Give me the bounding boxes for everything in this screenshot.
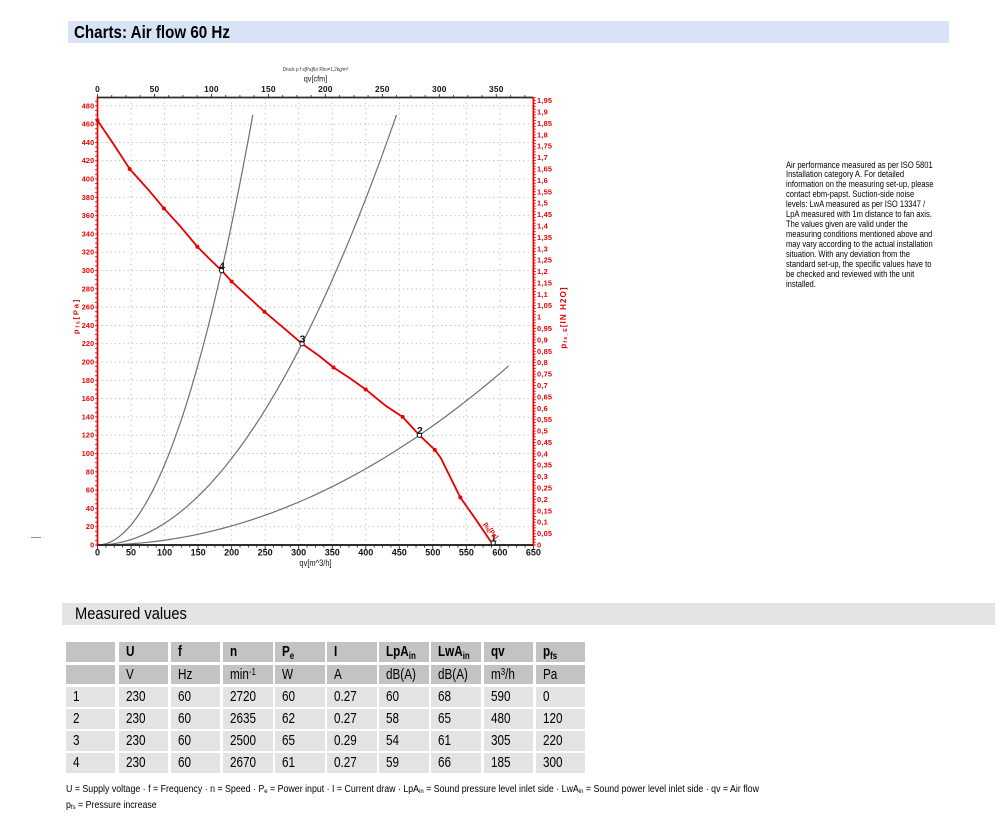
svg-text:1,85: 1,85 <box>537 119 552 128</box>
svg-text:1,05: 1,05 <box>537 301 552 310</box>
svg-text:0: 0 <box>95 84 100 94</box>
svg-text:0,8: 0,8 <box>537 358 548 367</box>
svg-text:2: 2 <box>417 426 423 437</box>
svg-text:0,85: 0,85 <box>537 347 552 356</box>
svg-text:1,15: 1,15 <box>537 278 552 287</box>
svg-text:0,55: 0,55 <box>537 415 552 424</box>
svg-text:40: 40 <box>86 504 94 513</box>
svg-text:1,55: 1,55 <box>537 187 552 196</box>
svg-text:50: 50 <box>126 547 136 557</box>
svg-text:300: 300 <box>82 266 95 275</box>
svg-text:150: 150 <box>191 547 206 557</box>
svg-text:1,6: 1,6 <box>537 176 548 185</box>
svg-text:Druck p f s[Pa]für Rho=1,2kg/m: Druck p f s[Pa]für Rho=1,2kg/m³ <box>283 67 349 73</box>
svg-text:140: 140 <box>82 412 95 421</box>
svg-text:qv[m^3/h]: qv[m^3/h] <box>299 558 331 568</box>
svg-text:0,95: 0,95 <box>537 324 552 333</box>
svg-text:400: 400 <box>82 175 95 184</box>
svg-text:340: 340 <box>82 229 95 238</box>
svg-text:200: 200 <box>224 547 239 557</box>
svg-text:1,75: 1,75 <box>537 142 552 151</box>
svg-text:450: 450 <box>392 547 407 557</box>
svg-text:1,9: 1,9 <box>537 108 548 117</box>
svg-text:1,25: 1,25 <box>537 256 552 265</box>
svg-text:180: 180 <box>82 376 95 385</box>
svg-text:0,2: 0,2 <box>537 495 548 504</box>
svg-text:1,95: 1,95 <box>537 96 552 105</box>
svg-text:qv[cfm]: qv[cfm] <box>304 74 328 84</box>
svg-text:250: 250 <box>258 547 273 557</box>
svg-text:500: 500 <box>425 547 440 557</box>
svg-text:0,35: 0,35 <box>537 461 552 470</box>
svg-text:480: 480 <box>82 101 95 110</box>
svg-text:300: 300 <box>432 84 447 94</box>
svg-text:100: 100 <box>204 84 219 94</box>
svg-text:440: 440 <box>82 138 95 147</box>
svg-text:300: 300 <box>291 547 306 557</box>
svg-text:150: 150 <box>261 84 276 94</box>
svg-text:0: 0 <box>537 541 541 550</box>
svg-text:220: 220 <box>82 339 95 348</box>
svg-text:4: 4 <box>219 261 225 272</box>
svg-text:460: 460 <box>82 120 95 129</box>
svg-text:0,3: 0,3 <box>537 472 548 481</box>
svg-text:3: 3 <box>300 335 306 346</box>
svg-text:350: 350 <box>489 84 504 94</box>
svg-text:0,05: 0,05 <box>537 529 552 538</box>
svg-text:0,45: 0,45 <box>537 438 552 447</box>
svg-text:120: 120 <box>82 431 95 440</box>
svg-text:0,9: 0,9 <box>537 335 548 344</box>
svg-text:200: 200 <box>318 84 333 94</box>
svg-text:0: 0 <box>90 541 94 550</box>
svg-text:200: 200 <box>82 358 95 367</box>
svg-text:320: 320 <box>82 248 95 257</box>
svg-text:360: 360 <box>82 211 95 220</box>
svg-text:1,4: 1,4 <box>537 221 549 230</box>
svg-text:pfs_E[IN H2O]: pfs_E[IN H2O] <box>559 286 569 348</box>
svg-text:1,7: 1,7 <box>537 153 548 162</box>
svg-text:20: 20 <box>86 522 94 531</box>
svg-text:0: 0 <box>95 547 100 557</box>
svg-text:1,65: 1,65 <box>537 164 552 173</box>
svg-text:420: 420 <box>82 156 95 165</box>
svg-text:160: 160 <box>82 394 95 403</box>
svg-text:1,3: 1,3 <box>537 244 548 253</box>
svg-text:0,25: 0,25 <box>537 484 552 493</box>
svg-text:1,8: 1,8 <box>537 130 548 139</box>
svg-text:1,1: 1,1 <box>537 290 548 299</box>
svg-text:280: 280 <box>82 284 95 293</box>
svg-text:0,6: 0,6 <box>537 404 548 413</box>
svg-text:250: 250 <box>375 84 390 94</box>
svg-text:0,4: 0,4 <box>537 449 549 458</box>
svg-text:pfs[Pa]: pfs[Pa] <box>72 298 82 334</box>
svg-text:0,1: 0,1 <box>537 518 548 527</box>
svg-text:100: 100 <box>82 449 95 458</box>
svg-text:0,5: 0,5 <box>537 427 548 436</box>
svg-text:600: 600 <box>492 547 507 557</box>
svg-text:1: 1 <box>537 313 541 322</box>
svg-text:400: 400 <box>358 547 373 557</box>
svg-text:380: 380 <box>82 193 95 202</box>
svg-text:650: 650 <box>526 547 541 557</box>
svg-text:1,35: 1,35 <box>537 233 552 242</box>
svg-text:240: 240 <box>82 321 95 330</box>
svg-text:1: 1 <box>491 534 497 545</box>
svg-text:100: 100 <box>157 547 172 557</box>
svg-text:0,7: 0,7 <box>537 381 548 390</box>
svg-text:50: 50 <box>150 84 160 94</box>
svg-text:1,45: 1,45 <box>537 210 552 219</box>
svg-text:260: 260 <box>82 303 95 312</box>
svg-text:1,5: 1,5 <box>537 199 548 208</box>
svg-text:550: 550 <box>459 547 474 557</box>
svg-text:1,2: 1,2 <box>537 267 548 276</box>
svg-text:0,65: 0,65 <box>537 392 552 401</box>
svg-text:350: 350 <box>325 547 340 557</box>
svg-text:80: 80 <box>86 467 94 476</box>
svg-text:0,15: 0,15 <box>537 506 552 515</box>
svg-text:0,75: 0,75 <box>537 370 552 379</box>
svg-text:60: 60 <box>86 486 94 495</box>
